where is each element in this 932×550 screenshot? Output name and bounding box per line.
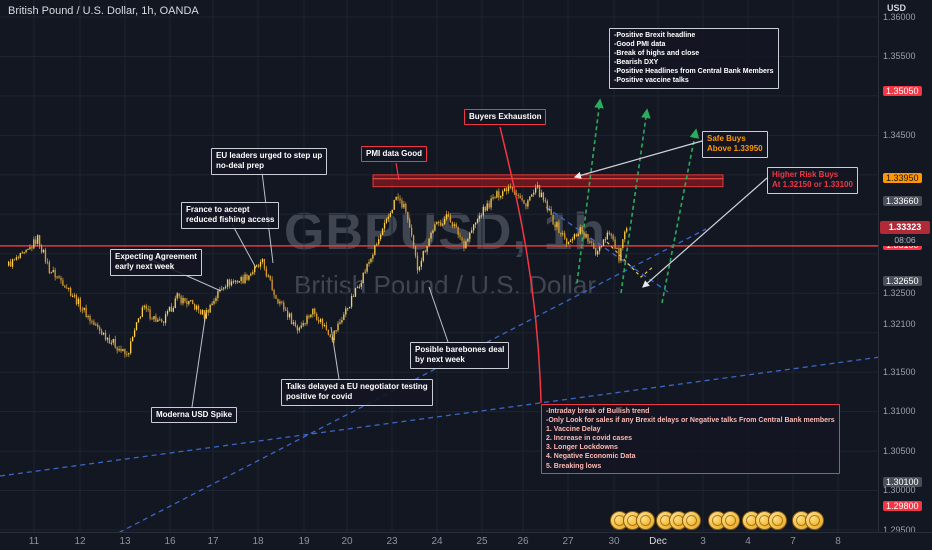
bullish-arrows-layer xyxy=(576,98,700,304)
time-label: 18 xyxy=(252,536,264,547)
price-label: 1.30500 xyxy=(883,445,916,456)
price-label: 1.30100 xyxy=(883,476,922,489)
current-price-badge: 1.33323 xyxy=(880,221,930,234)
price-label: 1.36000 xyxy=(883,11,916,22)
time-label: 27 xyxy=(562,536,574,547)
price-label: 1.30000 xyxy=(883,485,916,496)
price-label: 1.32100 xyxy=(883,319,916,330)
time-label: 25 xyxy=(476,536,488,547)
price-label: 1.35500 xyxy=(883,50,916,61)
time-label: 13 xyxy=(119,536,131,547)
grid-layer xyxy=(0,0,878,532)
time-label: 11 xyxy=(28,536,40,547)
coin-icon xyxy=(805,511,824,530)
time-axis[interactable]: 11 12 13 16 17 18 19 20 23 24 25 26 27 30 Dec 3 4 7 8 xyxy=(0,532,932,550)
price-label: 1.29500 xyxy=(883,524,916,535)
time-label: 12 xyxy=(74,536,86,547)
price-label: 1.32650 xyxy=(883,275,922,288)
price-label: 1.33660 xyxy=(883,195,922,208)
price-label: 1.33950 xyxy=(883,172,922,185)
time-label: 26 xyxy=(517,536,529,547)
price-label: 1.31500 xyxy=(883,366,916,377)
time-label: 20 xyxy=(341,536,353,547)
price-label: 1.35050 xyxy=(883,85,922,98)
price-axis[interactable]: USD 1.36000 1.35500 1.35050 1.34500 1.33950 1… xyxy=(878,0,932,535)
time-label: 3 xyxy=(700,536,706,547)
projection-path xyxy=(606,241,655,278)
time-label: 30 xyxy=(608,536,620,547)
bar-countdown: 08:06 xyxy=(880,235,930,246)
price-label: 1.32500 xyxy=(883,287,916,298)
callout-connectors-layer xyxy=(148,126,768,408)
coin-icon xyxy=(682,511,701,530)
time-label: 17 xyxy=(207,536,219,547)
time-label: Dec xyxy=(649,536,667,547)
symbol-legend[interactable]: British Pound / U.S. Dollar, 1h, OANDA xyxy=(8,5,199,17)
time-label: 19 xyxy=(298,536,310,547)
currency-toggle-button[interactable]: USD xyxy=(887,3,907,13)
time-label: 8 xyxy=(835,536,841,547)
coin-icon xyxy=(721,511,740,530)
coin-icon xyxy=(636,511,655,530)
resistance-zone xyxy=(372,174,724,188)
price-label: 1.31000 xyxy=(883,406,916,417)
candles-layer xyxy=(8,181,628,358)
time-label: 7 xyxy=(790,536,796,547)
time-label: 16 xyxy=(164,536,176,547)
time-label: 23 xyxy=(386,536,398,547)
time-label: 24 xyxy=(431,536,443,547)
price-label: 1.34500 xyxy=(883,129,916,140)
trendlines-layer xyxy=(0,206,932,546)
coin-icon xyxy=(768,511,787,530)
price-label: 1.29800 xyxy=(883,500,922,513)
time-label: 4 xyxy=(745,536,751,547)
